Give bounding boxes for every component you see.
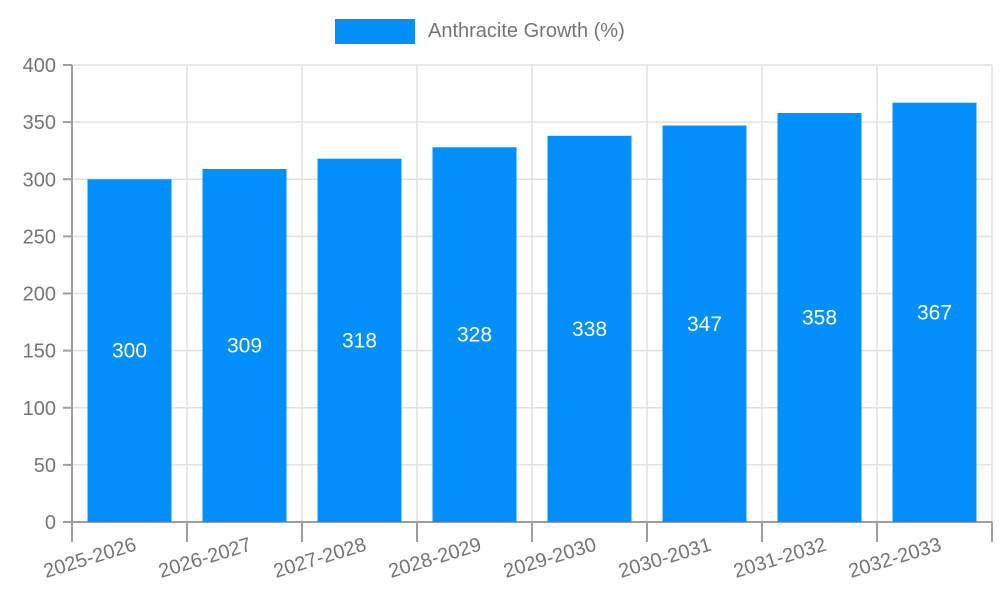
y-tick-label: 50 (34, 455, 56, 477)
bar[interactable] (892, 102, 977, 522)
y-tick-label: 0 (45, 512, 56, 534)
bar-value-label: 347 (687, 313, 722, 336)
bar[interactable] (317, 158, 402, 522)
y-tick-label: 200 (23, 284, 56, 306)
x-tick-label: 2028-2029 (386, 534, 484, 583)
x-tick-label: 2031-2032 (731, 534, 829, 583)
x-tick-label: 2032-2033 (846, 534, 944, 583)
bar[interactable] (202, 168, 287, 522)
legend[interactable]: Anthracite Growth (%) (335, 19, 625, 44)
y-tick-label: 150 (23, 341, 56, 363)
y-tick-label: 250 (23, 226, 56, 248)
y-tick-label: 350 (23, 112, 56, 134)
x-tick-label: 2030-2031 (616, 534, 714, 583)
bar-value-label: 309 (227, 334, 262, 357)
bar-value-label: 358 (802, 306, 837, 329)
bar[interactable] (432, 147, 517, 522)
legend-marker (335, 19, 415, 44)
bar[interactable] (777, 112, 862, 523)
bar-value-label: 318 (342, 329, 377, 352)
legend-label: Anthracite Growth (%) (428, 20, 625, 42)
bar-value-label: 367 (917, 301, 952, 324)
y-tick-label: 300 (23, 169, 56, 191)
x-tick-label: 2027-2028 (271, 534, 369, 583)
y-tick-label: 400 (23, 55, 56, 77)
y-tick-label: 100 (23, 398, 56, 420)
bar[interactable] (547, 135, 632, 522)
bar[interactable] (662, 125, 747, 523)
x-tick-label: 2025-2026 (41, 534, 139, 583)
bar-value-label: 300 (112, 340, 147, 363)
bar[interactable] (87, 179, 172, 522)
bar-value-label: 338 (572, 318, 607, 341)
x-tick-label: 2026-2027 (156, 534, 254, 583)
bar-value-label: 328 (457, 324, 492, 347)
x-tick-label: 2029-2030 (501, 534, 599, 583)
